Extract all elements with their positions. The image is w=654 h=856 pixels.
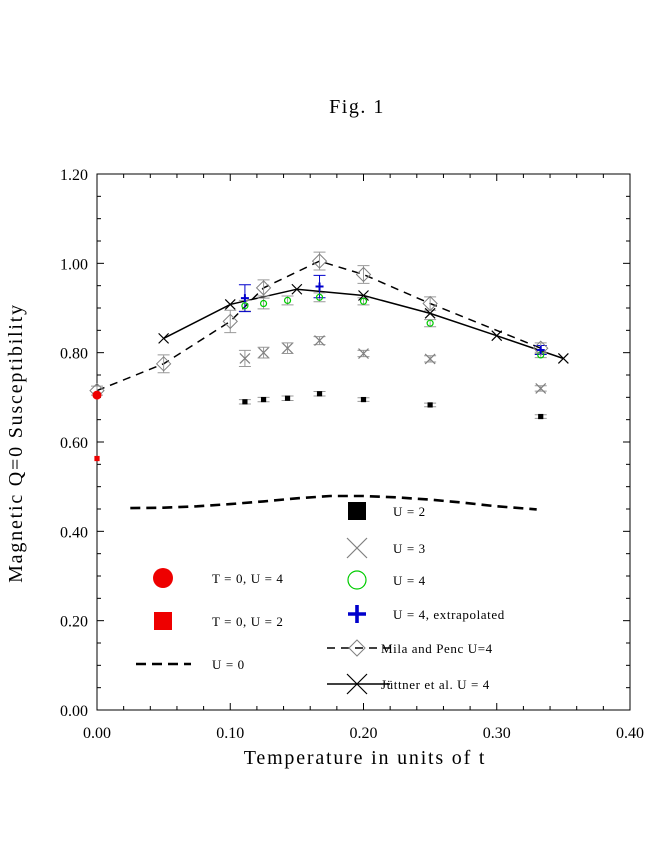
x-tick-label: 0.30: [483, 725, 511, 742]
data-point: [533, 340, 549, 356]
legend-marker: [348, 605, 366, 623]
data-point: [282, 342, 293, 354]
legend-marker: [347, 570, 367, 590]
legend-label: Jüttner et al. U = 4: [381, 677, 490, 692]
series-lines: [96, 260, 564, 511]
x-tick-label: 0.20: [350, 725, 378, 742]
legend-label: T = 0, U = 2: [212, 614, 283, 629]
data-point: [241, 302, 249, 310]
y-tick-label: 0.40: [60, 524, 88, 541]
y-tick-label: 0.60: [60, 435, 88, 452]
error-bar: [257, 279, 270, 297]
x-tick-label: 0.10: [216, 725, 244, 742]
data-point: [536, 345, 545, 354]
data-point: [283, 296, 292, 305]
data-point: [94, 455, 100, 462]
data-point: [427, 402, 433, 408]
error-bars: [91, 251, 547, 419]
legend-marker: [153, 568, 173, 588]
y-tick-label: 0.80: [60, 346, 88, 363]
axis-ticks: [96, 173, 631, 711]
legend: U = 2 U = 3 U = 4 U = 4, extrapolated Mila a…: [136, 502, 505, 695]
legend-label: T = 0, U = 4: [212, 571, 283, 586]
y-tick-label: 0.00: [60, 703, 88, 720]
series-line: [130, 494, 537, 511]
data-point: [155, 356, 172, 372]
legend-marker: [348, 502, 366, 520]
data-point: [315, 282, 324, 291]
data-markers: [89, 253, 569, 462]
data-point: [240, 294, 249, 303]
y-axis-title: Magnetic Q=0 Susceptibility: [5, 303, 27, 583]
data-point: [359, 297, 368, 305]
data-point: [491, 330, 503, 342]
data-point: [424, 307, 436, 319]
legend-label: U = 3: [393, 541, 426, 556]
data-point: [422, 295, 438, 312]
x-tick-label: 0.40: [616, 725, 644, 742]
data-point: [242, 399, 248, 405]
data-point: [311, 253, 328, 269]
data-point: [355, 266, 372, 283]
x-axis-title: Temperature in units of t: [244, 747, 486, 769]
data-point: [426, 319, 434, 327]
legend-label: U = 4: [393, 573, 426, 588]
legend-label: U = 0: [212, 657, 245, 672]
data-point: [291, 283, 303, 295]
legend-marker: [346, 537, 368, 559]
data-point: [258, 347, 269, 359]
y-tick-label: 0.20: [60, 614, 88, 631]
data-point: [222, 313, 238, 330]
plot-frame: [96, 173, 631, 711]
data-point: [557, 353, 569, 364]
axis-tick-labels: 0.00 0.10 0.20 0.30 0.40 0.00 0.20 0.40 0.60 0.80…: [60, 167, 644, 742]
data-point: [358, 348, 369, 359]
data-point: [255, 280, 272, 296]
y-tick-label: 1.20: [60, 167, 88, 184]
data-point: [316, 391, 323, 397]
data-point: [224, 299, 236, 310]
data-point: [158, 332, 170, 344]
data-point: [360, 396, 367, 403]
series-line: [96, 260, 541, 392]
data-point: [239, 353, 251, 364]
error-bar: [313, 251, 326, 271]
data-point: [358, 290, 369, 301]
data-point: [314, 335, 325, 347]
data-point: [424, 353, 436, 365]
legend-marker: [154, 612, 172, 630]
legend-marker: [348, 639, 366, 657]
x-tick-label: 0.00: [83, 725, 111, 742]
error-bar: [257, 297, 270, 310]
legend-label: U = 2: [393, 504, 426, 519]
data-point: [538, 413, 544, 420]
data-point: [260, 396, 267, 403]
legend-label: Mila and Penc U=4: [381, 641, 493, 656]
error-bar: [224, 309, 237, 334]
legend-label: U = 4, extrapolated: [393, 607, 505, 622]
legend-marker: [346, 673, 368, 695]
error-bar: [157, 354, 170, 374]
figure-title: Fig. 1: [329, 96, 385, 118]
data-point: [315, 293, 324, 301]
data-point: [284, 395, 291, 401]
error-bar: [424, 296, 437, 311]
y-tick-label: 1.00: [60, 256, 88, 273]
data-point: [535, 382, 547, 394]
data-point: [92, 390, 102, 400]
data-point: [259, 299, 268, 308]
error-bar: [357, 265, 370, 284]
